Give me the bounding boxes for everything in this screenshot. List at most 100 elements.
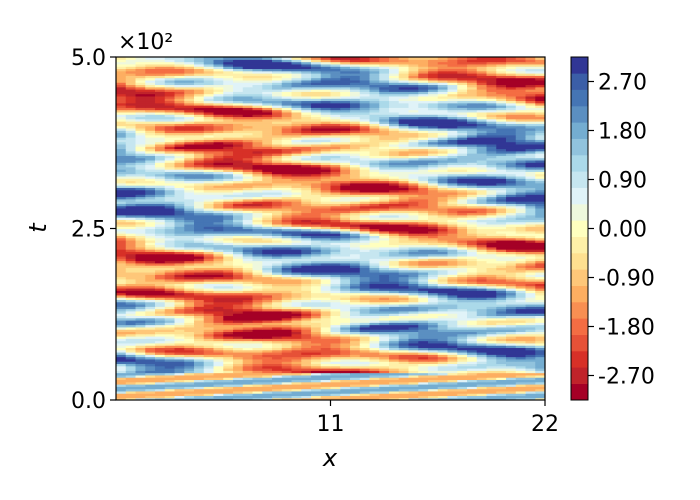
heatmap-cell: [233, 372, 244, 376]
heatmap-cell: [242, 255, 254, 259]
heatmap-cell: [330, 164, 341, 168]
heatmap-cell: [398, 219, 410, 223]
heatmap-cell: [272, 262, 283, 266]
heatmap-cell: [155, 333, 166, 337]
heatmap-cell: [223, 363, 234, 367]
heatmap-cell: [174, 253, 185, 257]
heatmap-cell: [515, 221, 527, 225]
heatmap-cell: [447, 239, 458, 243]
heatmap-cell: [145, 141, 156, 145]
heatmap-cell: [281, 260, 293, 264]
heatmap-cell: [369, 217, 380, 220]
heatmap-cell: [252, 214, 263, 218]
heatmap-cell: [233, 283, 244, 287]
heatmap-cell: [389, 143, 400, 147]
heatmap-cell: [437, 281, 449, 284]
heatmap-cell: [125, 217, 137, 220]
heatmap-cell: [311, 379, 322, 383]
heatmap-cell: [155, 319, 166, 323]
heatmap-cell: [291, 228, 302, 232]
heatmap-cell: [359, 281, 371, 284]
heatmap-cell: [340, 146, 351, 150]
heatmap-cell: [272, 148, 283, 152]
heatmap-cell: [281, 297, 293, 300]
heatmap-cell: [135, 198, 146, 202]
heatmap-cell: [350, 228, 361, 232]
heatmap-cell: [184, 310, 195, 314]
heatmap-cell: [213, 198, 224, 202]
heatmap-cell: [525, 187, 536, 191]
heatmap-cell: [184, 265, 195, 268]
heatmap-cell: [379, 237, 390, 241]
heatmap-cell: [340, 301, 351, 305]
heatmap-cell: [418, 201, 429, 204]
heatmap-cell: [525, 299, 536, 303]
heatmap-cell: [164, 164, 176, 168]
heatmap-cell: [408, 246, 419, 250]
heatmap-cell: [203, 381, 215, 385]
heatmap-cell: [164, 226, 176, 230]
heatmap-cell: [213, 260, 224, 264]
heatmap-cell: [125, 214, 137, 218]
heatmap-cell: [496, 228, 507, 232]
heatmap-cell: [203, 274, 215, 278]
heatmap-cell: [330, 159, 341, 163]
heatmap-cell: [496, 345, 507, 349]
heatmap-cell: [164, 267, 176, 271]
heatmap-cell: [476, 214, 488, 218]
heatmap-cell: [203, 388, 215, 392]
heatmap-cell: [320, 324, 332, 328]
heatmap-cell: [515, 294, 527, 298]
heatmap-cell: [437, 271, 449, 275]
heatmap-cell: [281, 196, 293, 200]
heatmap-cell: [223, 338, 234, 342]
heatmap-cell: [320, 294, 332, 298]
heatmap-cell: [116, 221, 127, 225]
heatmap-cell: [398, 141, 410, 145]
heatmap-cell: [311, 324, 322, 328]
heatmap-cell: [281, 308, 293, 312]
heatmap-cell: [457, 274, 468, 278]
heatmap-cell: [311, 146, 322, 150]
heatmap-cell: [369, 390, 380, 394]
heatmap-cell: [116, 313, 127, 316]
heatmap-cell: [242, 223, 254, 227]
heatmap-cell: [525, 386, 536, 390]
heatmap-cell: [359, 372, 371, 376]
heatmap-cell: [515, 201, 527, 204]
heatmap-cell: [301, 285, 312, 289]
heatmap-cell: [437, 155, 449, 159]
heatmap-cell: [125, 388, 137, 392]
heatmap-cell: [301, 310, 312, 314]
heatmap-cell: [272, 141, 283, 145]
heatmap-cell: [496, 310, 507, 314]
heatmap-cell: [116, 361, 127, 365]
heatmap-cell: [398, 377, 410, 381]
heatmap-cell: [311, 395, 322, 399]
heatmap-cell: [116, 340, 127, 344]
heatmap-cell: [155, 153, 166, 156]
heatmap-cell: [340, 219, 351, 223]
heatmap-cell: [428, 379, 439, 383]
heatmap-cell: [291, 393, 302, 397]
heatmap-cell: [184, 299, 195, 303]
heatmap-cell: [457, 301, 468, 305]
heatmap-cell: [145, 185, 156, 188]
heatmap-cell: [252, 194, 263, 198]
heatmap-cell: [164, 331, 176, 335]
heatmap-cell: [252, 278, 263, 282]
heatmap-cell: [125, 281, 137, 284]
heatmap-cell: [369, 361, 380, 365]
heatmap-cell: [428, 386, 439, 390]
heatmap-cell: [116, 182, 127, 186]
heatmap-cell: [125, 292, 137, 296]
heatmap-cell: [340, 379, 351, 383]
heatmap-cell: [174, 395, 185, 399]
heatmap-cell: [164, 262, 176, 266]
heatmap-cell: [486, 335, 497, 339]
heatmap-cell: [301, 157, 312, 161]
heatmap-cell: [447, 143, 458, 147]
heatmap-cell: [194, 185, 205, 188]
heatmap-cell: [398, 146, 410, 150]
heatmap-cell: [525, 265, 536, 268]
